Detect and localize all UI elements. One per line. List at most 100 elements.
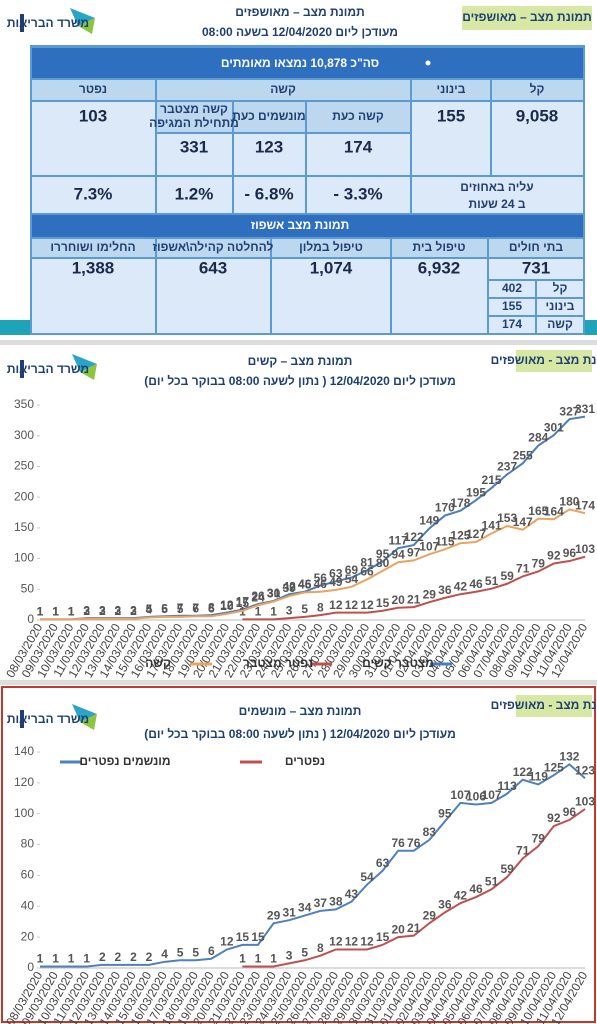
data-label: 149 <box>419 514 439 528</box>
data-label: 45 <box>298 578 312 592</box>
data-label: 1 <box>68 605 75 619</box>
data-label: 46 <box>469 882 483 896</box>
data-label: 66 <box>360 565 374 579</box>
data-label: 255 <box>513 449 533 463</box>
data-label: 51 <box>485 574 499 588</box>
data-label: 30 <box>267 587 281 601</box>
series-line <box>242 808 586 968</box>
cell <box>537 317 583 333</box>
data-label: 5 <box>301 602 308 616</box>
data-label: 83 <box>423 825 437 839</box>
header: קשה <box>270 82 296 96</box>
y-tick-label: 80 <box>21 837 35 851</box>
data-label: 180 <box>559 495 579 509</box>
data-label: 92 <box>547 549 561 563</box>
data-label: 3 <box>99 603 106 617</box>
data-label: 237 <box>497 460 517 474</box>
data-label: 96 <box>563 546 577 560</box>
data-label: 1 <box>37 952 44 966</box>
header: בינוני <box>437 82 466 96</box>
data-label: 29 <box>423 587 437 601</box>
data-label: 46 <box>469 577 483 591</box>
series-line <box>40 763 586 968</box>
data-label: 1 <box>68 952 75 966</box>
data-label: 43 <box>345 887 359 901</box>
data-label: 15 <box>376 930 390 944</box>
data-label: 96 <box>563 805 577 819</box>
cell <box>307 134 410 175</box>
data-label: 42 <box>454 888 468 902</box>
data-label: 4 <box>146 603 153 617</box>
cell <box>32 80 155 100</box>
hosp-value-cells <box>32 259 583 333</box>
y-tick-label: 350 <box>14 397 34 411</box>
y-tick-label: 300 <box>14 428 34 442</box>
breakdown-value: 155 <box>502 299 522 313</box>
data-label: 147 <box>513 515 533 529</box>
data-label: 79 <box>532 831 546 845</box>
data-label: 59 <box>500 569 514 583</box>
data-label: 76 <box>407 836 421 850</box>
data-label: 8 <box>317 941 324 955</box>
data-label: 284 <box>528 431 548 445</box>
data-label: 49 <box>329 575 343 589</box>
data-label: 12 <box>329 935 343 949</box>
data-label: 56 <box>314 571 328 585</box>
data-label: 2 <box>130 604 137 618</box>
cell <box>157 80 410 100</box>
cell <box>492 102 583 175</box>
data-label: 54 <box>345 572 359 586</box>
data-label: 1 <box>68 605 75 619</box>
data-label: 95 <box>438 807 452 821</box>
data-label: 2 <box>130 950 137 964</box>
data-label: 36 <box>438 583 452 597</box>
cell <box>489 281 535 297</box>
data-label: 31 <box>282 905 296 919</box>
data-label: 6 <box>161 601 168 615</box>
subtitle: מעודכן ליום 12/04/2020 בשעה 08:00 <box>202 25 398 39</box>
y-tick-label: 0 <box>27 612 34 626</box>
data-label: 174 <box>575 498 595 512</box>
hosp-value: 1,074 <box>310 258 353 277</box>
breakdown-label: קשה <box>547 317 573 331</box>
data-label: 331 <box>575 402 595 416</box>
subheader: מתחילת המגיפה <box>149 116 239 130</box>
cell <box>537 299 583 315</box>
data-label: 3 <box>130 603 137 617</box>
data-label: 8 <box>208 600 215 614</box>
data-label: 107 <box>450 788 470 802</box>
data-label: 215 <box>482 473 502 487</box>
data-label: 123 <box>575 763 595 777</box>
cell <box>157 239 270 257</box>
header-cells <box>32 80 583 100</box>
data-label: 1 <box>270 952 277 966</box>
data-label: 5 <box>146 602 153 616</box>
y-tick-label: 40 <box>21 898 35 912</box>
data-label: 10 <box>220 599 234 613</box>
data-label: 79 <box>532 557 546 571</box>
data-label: 54 <box>360 870 374 884</box>
data-label: 7 <box>177 601 184 615</box>
logo-text: משרד הבריאות <box>7 16 89 30</box>
data-label: 94 <box>391 547 405 561</box>
data-label: 132 <box>559 750 579 764</box>
hosp-header: החלימו ושוחררו <box>50 240 135 254</box>
data-label: 69 <box>345 563 359 577</box>
data-label: 95 <box>376 547 390 561</box>
hosp-header: טיפול בית <box>413 240 466 254</box>
data-label: 42 <box>454 579 468 593</box>
cell <box>272 259 390 333</box>
data-label: 42 <box>282 579 296 593</box>
data-label: 92 <box>547 811 561 825</box>
data-label: 1 <box>52 605 59 619</box>
data-label: 3 <box>286 949 293 963</box>
data-label: 107 <box>482 788 502 802</box>
data-label: 34 <box>298 901 312 915</box>
badge <box>516 695 592 717</box>
breakdown-label: קל <box>553 281 568 295</box>
data-label: 97 <box>407 546 421 560</box>
data-label: 12 <box>220 598 234 612</box>
separator <box>0 340 597 345</box>
logo-shape <box>78 18 95 34</box>
logo-shape <box>72 354 97 372</box>
